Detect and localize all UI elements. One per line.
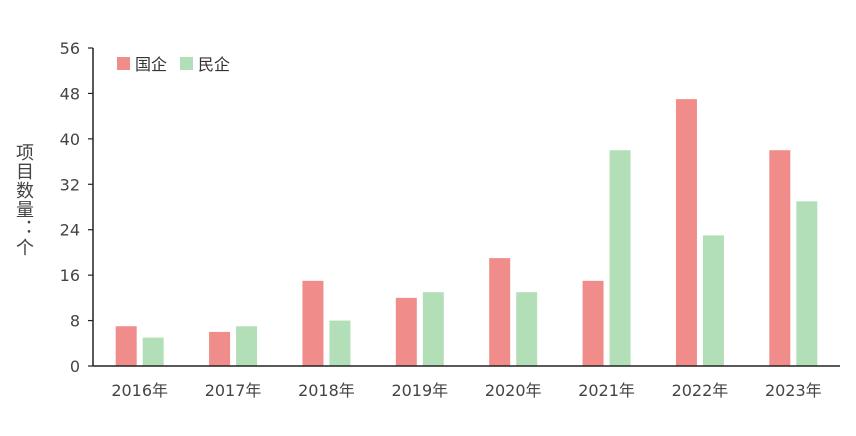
y-tick-label: 40: [60, 130, 80, 149]
bar-soe-6: [675, 99, 697, 366]
bar-private-1: [236, 326, 258, 366]
bar-private-5: [609, 150, 631, 366]
bar-soe-2: [302, 280, 324, 366]
bar-soe-0: [115, 326, 137, 366]
x-tick-label: 2017年: [205, 381, 262, 400]
bar-private-4: [516, 292, 538, 366]
x-tick-label: 2018年: [298, 381, 355, 400]
legend-swatch-private: [180, 57, 193, 70]
y-tick-label: 56: [60, 39, 80, 58]
legend-swatch-soe: [117, 57, 130, 70]
x-tick-label: 2016年: [111, 381, 168, 400]
axes-layer: 2016年 2017年 2018年 2019年 2020年 2021年 2022年 2023年…: [60, 39, 840, 400]
x-tick-label: 2022年: [672, 381, 729, 400]
bar-private-3: [422, 292, 444, 366]
bars-layer: [115, 99, 818, 366]
y-tick-label: 24: [60, 221, 80, 240]
x-tick-label: 2019年: [391, 381, 448, 400]
y-tick-label: 16: [60, 266, 80, 285]
bar-soe-3: [395, 297, 417, 366]
x-tick-label: 2023年: [765, 381, 822, 400]
bar-private-2: [329, 320, 351, 366]
bar-soe-1: [209, 331, 231, 366]
y-tick-label: 48: [60, 84, 80, 103]
bar-soe-7: [769, 150, 791, 366]
y-tick-label: 32: [60, 175, 80, 194]
bar-private-0: [142, 337, 164, 366]
y-axis-label: 项目数量：个: [13, 143, 34, 257]
bar-private-6: [702, 235, 724, 366]
bar-private-7: [796, 201, 818, 366]
x-tick-label: 2020年: [485, 381, 542, 400]
y-tick-label: 0: [70, 357, 80, 376]
legend: 国企 民企: [117, 55, 230, 74]
legend-label-soe: 国企: [135, 55, 167, 74]
y-tick-label: 8: [70, 312, 80, 331]
legend-label-private: 民企: [198, 55, 230, 74]
bar-soe-4: [489, 258, 511, 366]
bar-soe-5: [582, 280, 604, 366]
x-tick-label: 2021年: [578, 381, 635, 400]
